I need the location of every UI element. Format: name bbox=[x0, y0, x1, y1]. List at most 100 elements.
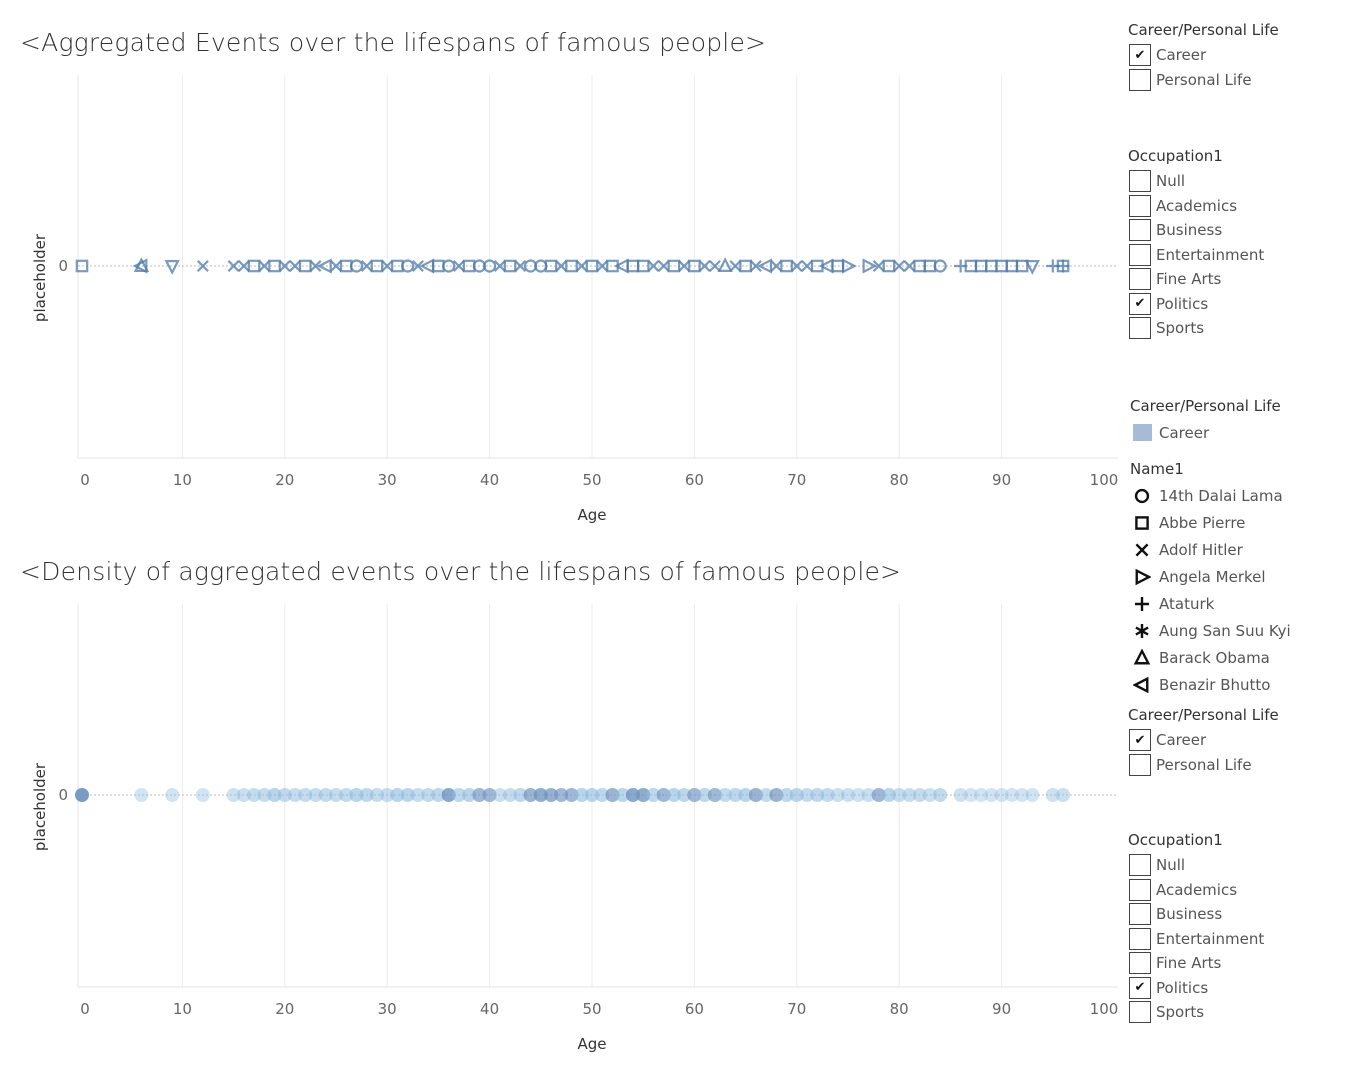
data-point-x[interactable] bbox=[903, 260, 916, 272]
data-point-x[interactable] bbox=[196, 260, 209, 272]
shape-legend-item-angela-merkel[interactable]: Angela Merkel bbox=[1125, 563, 1345, 590]
density-point[interactable] bbox=[759, 788, 774, 802]
data-point-circle[interactable] bbox=[933, 259, 947, 273]
density-point[interactable] bbox=[1025, 788, 1040, 802]
density-point[interactable] bbox=[810, 788, 825, 802]
filter-option-entertainment[interactable]: Entertainment bbox=[1125, 927, 1345, 952]
density-point[interactable] bbox=[462, 788, 477, 802]
data-point-square[interactable] bbox=[626, 259, 640, 273]
data-point-square[interactable] bbox=[739, 259, 752, 273]
data-point-triangle-down[interactable] bbox=[1024, 260, 1040, 275]
density-point[interactable] bbox=[738, 788, 753, 802]
data-point-x[interactable] bbox=[381, 260, 394, 272]
checkbox[interactable] bbox=[1129, 170, 1151, 193]
data-point-x[interactable] bbox=[309, 260, 322, 272]
density-point[interactable] bbox=[1056, 788, 1071, 802]
data-point-square[interactable] bbox=[667, 259, 681, 273]
density-point[interactable] bbox=[963, 788, 978, 802]
density-point[interactable] bbox=[636, 788, 651, 802]
shape-legend-item-14th-dalai-lama[interactable]: 14th Dalai Lama bbox=[1125, 482, 1345, 509]
checkbox[interactable] bbox=[1129, 952, 1151, 975]
filter-option-personal-life[interactable]: Personal Life bbox=[1125, 753, 1345, 778]
data-point-triangle-left[interactable] bbox=[316, 258, 332, 274]
data-point-x[interactable] bbox=[493, 260, 506, 272]
density-point[interactable] bbox=[482, 788, 497, 802]
data-point-x[interactable] bbox=[330, 260, 342, 272]
filter-option-business[interactable]: Business bbox=[1125, 218, 1345, 243]
filter-option-entertainment[interactable]: Entertainment bbox=[1125, 243, 1345, 268]
filter-option-null[interactable]: Null bbox=[1125, 853, 1345, 878]
data-point-square[interactable] bbox=[688, 259, 701, 273]
density-point[interactable] bbox=[646, 788, 661, 802]
data-point-x[interactable] bbox=[278, 260, 291, 272]
filter-option-politics[interactable]: ✔ Politics bbox=[1125, 976, 1345, 1001]
density-point[interactable] bbox=[953, 788, 968, 802]
density-point[interactable] bbox=[564, 788, 579, 802]
density-point[interactable] bbox=[728, 788, 743, 802]
density-point[interactable] bbox=[585, 788, 599, 802]
density-point[interactable] bbox=[871, 788, 886, 802]
filter-option-sports[interactable]: Sports bbox=[1125, 1000, 1345, 1025]
data-point-triangle-right[interactable] bbox=[862, 258, 878, 274]
data-point-square[interactable] bbox=[247, 259, 261, 273]
filter-option-career[interactable]: ✔ Career bbox=[1125, 43, 1345, 68]
data-point-x[interactable] bbox=[770, 260, 783, 272]
density-point[interactable] bbox=[421, 788, 436, 802]
checkbox[interactable] bbox=[1129, 903, 1151, 926]
filter-option-fine-arts[interactable]: Fine Arts bbox=[1125, 267, 1345, 292]
density-point[interactable] bbox=[881, 788, 896, 802]
density-point[interactable] bbox=[687, 788, 702, 802]
data-point-x[interactable] bbox=[708, 260, 721, 272]
data-point-x[interactable] bbox=[801, 260, 814, 272]
density-point[interactable] bbox=[165, 788, 180, 802]
filter-option-business[interactable]: Business bbox=[1125, 902, 1345, 927]
density-point[interactable] bbox=[226, 788, 241, 802]
density-point[interactable] bbox=[902, 788, 917, 802]
density-point[interactable] bbox=[236, 788, 251, 802]
density-point[interactable] bbox=[134, 788, 149, 802]
shape-legend-item-abbe-pierre[interactable]: Abbe Pierre bbox=[1125, 509, 1345, 536]
density-point[interactable] bbox=[800, 788, 815, 802]
density-point[interactable] bbox=[523, 788, 538, 802]
density-point[interactable] bbox=[892, 788, 907, 802]
data-point-square[interactable] bbox=[268, 259, 281, 273]
checkbox[interactable] bbox=[1129, 317, 1151, 340]
density-point[interactable] bbox=[1015, 788, 1030, 802]
data-point-triangle-down[interactable] bbox=[164, 260, 180, 275]
density-point[interactable] bbox=[318, 788, 333, 802]
density-point[interactable] bbox=[1004, 788, 1019, 802]
density-point[interactable] bbox=[503, 788, 518, 802]
checkbox[interactable]: ✔ bbox=[1129, 976, 1151, 999]
data-point-x[interactable] bbox=[258, 260, 271, 272]
density-point[interactable] bbox=[625, 788, 640, 802]
density-point[interactable] bbox=[441, 788, 456, 802]
density-point[interactable] bbox=[492, 788, 507, 802]
filter-option-career[interactable]: ✔ Career bbox=[1125, 728, 1345, 753]
density-point[interactable] bbox=[769, 788, 784, 802]
data-point-square[interactable] bbox=[75, 259, 89, 273]
density-point[interactable] bbox=[288, 788, 303, 802]
data-point-circle[interactable] bbox=[442, 259, 456, 273]
data-point-square[interactable] bbox=[636, 259, 650, 273]
density-point[interactable] bbox=[574, 788, 589, 802]
data-point-circle[interactable] bbox=[349, 259, 364, 273]
data-point-x[interactable] bbox=[647, 260, 660, 272]
data-point-square[interactable] bbox=[585, 259, 599, 273]
density-point[interactable] bbox=[533, 788, 548, 802]
checkbox[interactable] bbox=[1129, 243, 1151, 266]
checkbox[interactable] bbox=[1129, 68, 1151, 91]
data-point-x[interactable] bbox=[289, 260, 302, 272]
density-point[interactable] bbox=[656, 788, 671, 802]
density-point[interactable] bbox=[431, 788, 446, 802]
checkbox[interactable]: ✔ bbox=[1129, 44, 1151, 67]
data-point-x[interactable] bbox=[237, 260, 250, 272]
checkbox[interactable] bbox=[1129, 1001, 1151, 1024]
density-point[interactable] bbox=[697, 788, 712, 802]
density-point[interactable] bbox=[369, 788, 384, 802]
density-point[interactable] bbox=[841, 788, 855, 802]
density-point[interactable] bbox=[410, 788, 425, 802]
data-point-triangle-right[interactable] bbox=[842, 258, 857, 274]
density-point[interactable] bbox=[1045, 788, 1060, 802]
filter-option-politics[interactable]: ✔ Politics bbox=[1125, 292, 1345, 317]
data-point-square[interactable] bbox=[565, 259, 578, 273]
